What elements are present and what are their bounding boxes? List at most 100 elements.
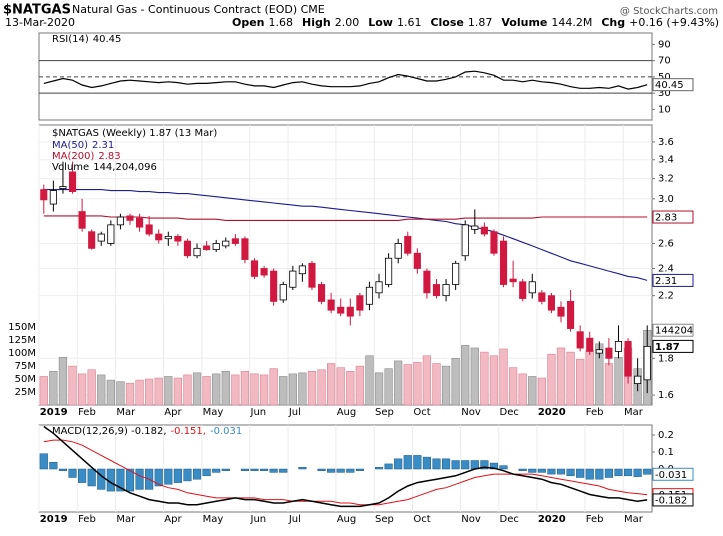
volume-bar <box>336 367 345 406</box>
histogram-bar <box>518 468 527 471</box>
volume-bar <box>317 369 326 406</box>
candle-body <box>78 211 86 229</box>
histogram-bar <box>623 468 633 477</box>
histogram-bar <box>374 467 384 470</box>
histogram-bar <box>489 462 499 470</box>
x-tick-label: Jun <box>250 407 267 418</box>
quote-label: Close <box>430 16 463 29</box>
x-tick-label: Feb <box>586 514 604 525</box>
histogram-bar <box>260 468 269 471</box>
x-tick-label: Mar <box>624 407 644 418</box>
histogram-bar <box>164 468 173 485</box>
candle-body <box>365 286 374 305</box>
volume-bar <box>39 376 48 406</box>
legend-value: 144,204,096 <box>93 162 157 173</box>
histogram-bar <box>413 455 422 470</box>
x-tick-label: Nov <box>461 407 481 418</box>
quote-value: 144.2M <box>551 16 592 29</box>
candle-body <box>519 281 527 299</box>
candle-body <box>595 349 603 354</box>
x-tick-label: Jul <box>288 514 301 525</box>
volume-bar <box>145 378 154 406</box>
candle-body <box>586 337 594 352</box>
candle-body <box>308 262 316 288</box>
histogram-bar <box>346 468 355 473</box>
volume-bar <box>240 370 250 406</box>
volume-bar <box>250 373 259 406</box>
x-tick-label: Feb <box>586 407 604 418</box>
candle-body <box>222 240 230 247</box>
candle-body <box>250 260 259 277</box>
quote-value: 1.68 <box>269 16 294 29</box>
volume-bar <box>470 347 479 406</box>
value-tag <box>652 339 694 353</box>
y-tick-label: 2.2 <box>658 291 674 302</box>
value-tag-label: -0.031 <box>655 470 687 481</box>
candle-body <box>605 347 613 359</box>
quote-label: Open <box>232 16 265 29</box>
histogram-bar <box>68 468 77 478</box>
quote-label: Volume <box>501 16 547 29</box>
histogram-bar <box>39 453 48 470</box>
quote: Open 1.68 High 2.00 Low 1.61 Close 1.87 Volume 14… <box>232 16 719 29</box>
candle-body <box>614 341 623 352</box>
candle-body <box>413 252 421 269</box>
candle-body <box>337 306 345 314</box>
candle-body <box>375 281 383 294</box>
candle-body <box>183 240 192 257</box>
volume-bar <box>422 355 432 406</box>
histogram-bar <box>633 468 642 477</box>
volume-bar <box>259 374 269 406</box>
histogram-bar <box>556 468 566 475</box>
volume-bar <box>183 374 192 406</box>
volume-bar <box>231 374 240 406</box>
legend-name: MA(200) <box>52 151 94 162</box>
legend: RSI(14) 40.45 <box>52 34 121 45</box>
candle-body <box>547 295 555 311</box>
y-tick-label: 10 <box>658 104 671 115</box>
candle-body <box>480 226 488 235</box>
panel-frame <box>38 424 653 513</box>
histogram-bar <box>202 468 211 477</box>
candle-body <box>423 270 431 294</box>
candle-body <box>528 281 536 294</box>
x-tick-label: Apr <box>164 514 182 525</box>
volume-bar <box>125 382 135 406</box>
candle-body <box>40 189 48 201</box>
volume-bar <box>106 379 115 406</box>
quote-value: 1.87 <box>468 16 493 29</box>
volume-bar <box>365 355 374 406</box>
histogram-bar <box>537 468 546 473</box>
panel-frame <box>38 32 653 121</box>
histogram-bar <box>432 458 441 470</box>
volume-bar <box>192 372 202 406</box>
histogram-bar <box>614 468 623 477</box>
y-tick-label: 0.1 <box>658 447 674 458</box>
candle-body <box>174 235 182 242</box>
x-tick-label: Nov <box>461 514 481 525</box>
volume-bar <box>441 365 451 406</box>
candle-body <box>509 278 517 283</box>
volume-tick-label: 100M <box>8 348 36 359</box>
histogram-bar <box>87 468 96 487</box>
histogram-bar <box>451 460 460 470</box>
histogram-bar <box>298 467 307 470</box>
candle-body <box>88 231 96 249</box>
candle-body <box>452 262 460 285</box>
y-tick-label: 50 <box>658 72 671 83</box>
candle-body <box>289 270 297 288</box>
value-tag <box>652 78 694 92</box>
histogram-bar <box>585 468 594 480</box>
candle-body <box>203 245 211 250</box>
y-tick-label: 3.0 <box>658 194 674 205</box>
histogram-bar <box>499 465 508 470</box>
volume-bar <box>528 376 537 406</box>
histogram-bar <box>49 461 58 470</box>
histogram-bar <box>394 458 403 470</box>
histogram-bar <box>595 468 604 480</box>
value-tag <box>652 323 694 337</box>
x-tick-label: 2020 <box>538 407 566 418</box>
volume-bar <box>68 365 77 406</box>
histogram-bar <box>566 468 575 477</box>
